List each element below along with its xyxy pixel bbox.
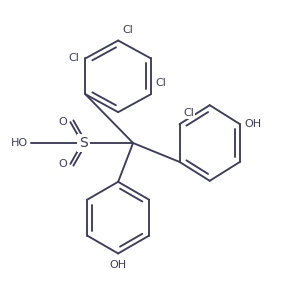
Text: O: O bbox=[59, 159, 67, 169]
Text: Cl: Cl bbox=[69, 53, 79, 63]
Text: O: O bbox=[59, 117, 67, 127]
Text: OH: OH bbox=[245, 119, 262, 129]
Text: Cl: Cl bbox=[122, 24, 133, 34]
Text: HO: HO bbox=[10, 138, 28, 148]
Text: Cl: Cl bbox=[184, 108, 195, 118]
Text: S: S bbox=[79, 136, 88, 150]
Text: OH: OH bbox=[110, 260, 127, 270]
Text: Cl: Cl bbox=[155, 78, 166, 88]
